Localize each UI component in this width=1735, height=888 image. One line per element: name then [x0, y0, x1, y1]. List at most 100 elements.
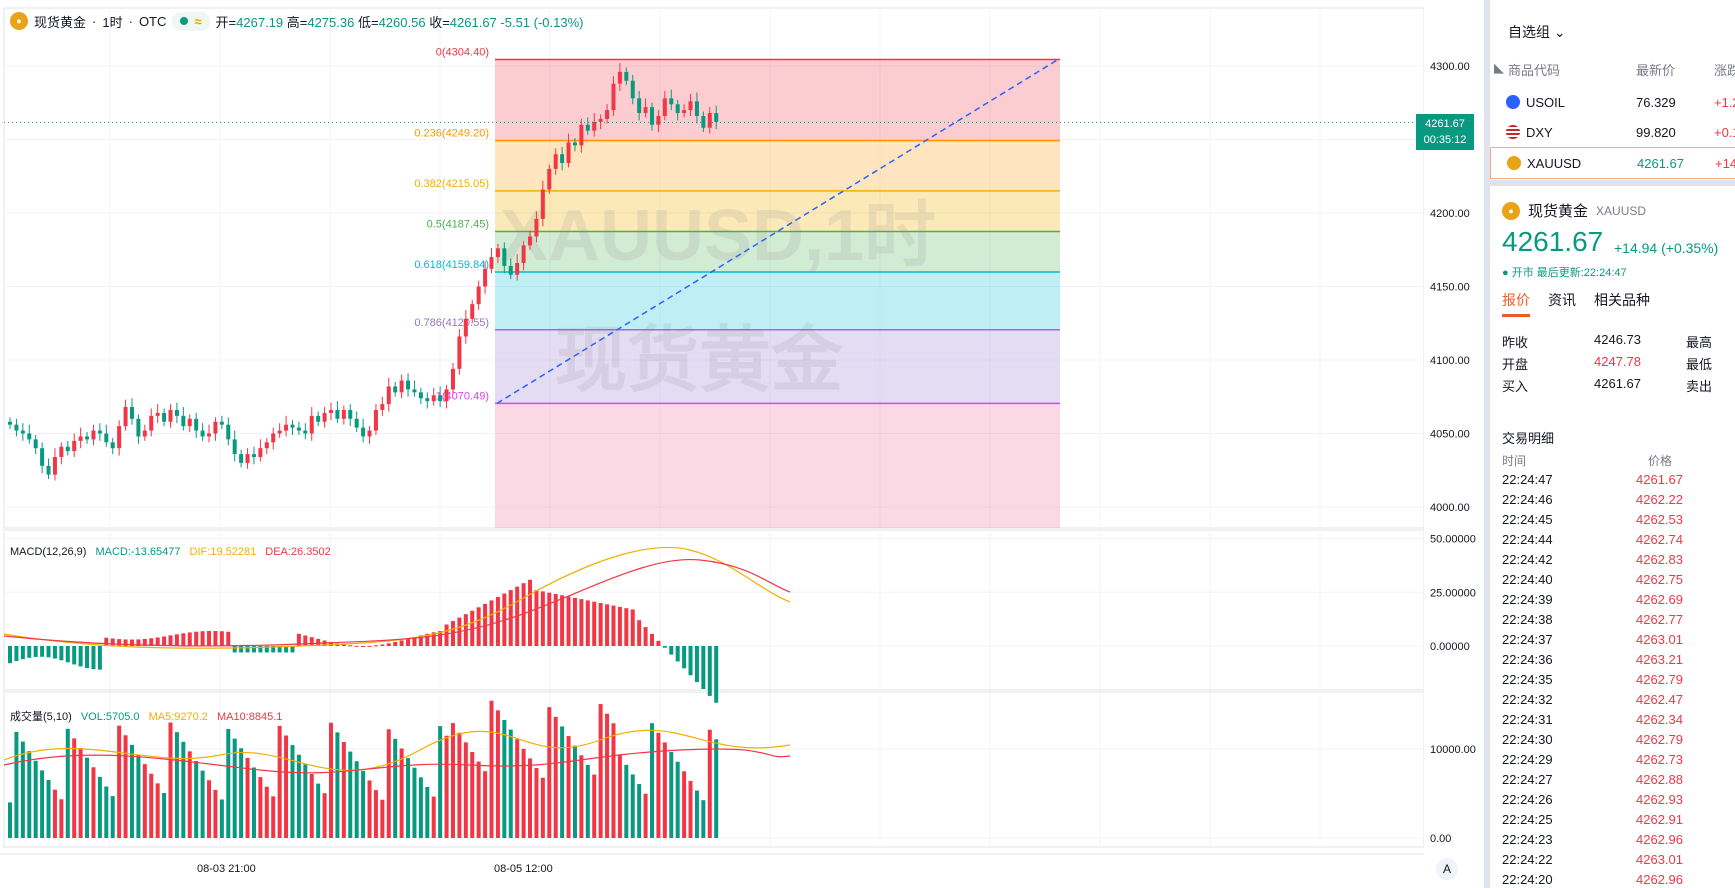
volume-bar	[104, 786, 109, 838]
candle-body	[560, 154, 565, 164]
candle-body	[168, 409, 173, 422]
candle-body	[361, 427, 366, 437]
candle-body	[46, 465, 51, 475]
candle-body	[40, 448, 45, 466]
volume-bar	[85, 757, 90, 838]
volume-bar	[617, 755, 622, 838]
macd-histogram-bar	[14, 646, 19, 662]
tab-quote[interactable]: 报价	[1502, 290, 1530, 317]
volume-bar	[528, 758, 533, 838]
candle-body	[277, 430, 282, 434]
volume-bar	[181, 741, 186, 838]
fib-zone	[495, 140, 1060, 191]
high-value: 4275.36	[307, 14, 355, 30]
macd-histogram-bar	[213, 630, 218, 646]
sort-icon[interactable]: ◣	[1494, 60, 1504, 75]
trade-row: 22:24:20 4262.96	[1502, 872, 1683, 887]
volume-bar	[630, 774, 635, 838]
interval-label[interactable]: 1时	[102, 14, 123, 30]
volume-bar	[303, 764, 308, 838]
macd-histogram-bar	[78, 646, 83, 667]
macd-histogram-bar	[271, 646, 276, 653]
quote-row: 开盘 4247.78 最低	[1502, 354, 1713, 372]
candle-body	[65, 446, 70, 452]
volume-bar	[149, 773, 154, 838]
candle-body	[335, 409, 340, 419]
macd-histogram-bar	[149, 638, 154, 646]
candle-body	[457, 336, 462, 369]
volume-bar	[566, 736, 571, 838]
tab-related[interactable]: 相关品种	[1594, 292, 1650, 308]
candle-body	[502, 248, 507, 266]
watermark-symbol: XAUUSD,1时	[500, 196, 936, 276]
trade-row: 22:24:26 4262.93	[1502, 792, 1683, 807]
watchlist-row-dxy[interactable]: DXY 99.820 +0.12	[1490, 117, 1735, 147]
trade-row: 22:24:35 4262.79	[1502, 672, 1683, 687]
macd-histogram-bar	[136, 639, 141, 646]
candle-body	[329, 409, 333, 413]
candle-body	[476, 286, 481, 305]
watchlist-row-usoil[interactable]: USOIL 76.329 +1.25	[1490, 87, 1735, 117]
macd-histogram-bar	[354, 645, 359, 647]
macd-histogram-bar	[373, 645, 378, 647]
watchlist-group-selector[interactable]: 自选组 ⌄	[1508, 24, 1566, 40]
fib-level-label: 1(4070.49)	[436, 390, 489, 402]
volume-bar	[380, 799, 385, 838]
candle-body	[495, 248, 500, 258]
candle-body	[207, 433, 212, 437]
volume-legend: 成交量(5,10) VOL:5705.0 MA5:9270.2 MA10:884…	[10, 708, 282, 724]
macd-histogram-bar	[85, 646, 90, 669]
volume-bar	[264, 786, 269, 838]
macd-histogram-bar	[495, 596, 500, 646]
symbol-name[interactable]: 现货黄金	[34, 14, 87, 30]
auto-scale-button[interactable]: A	[1436, 858, 1458, 880]
macd-histogram-bar	[91, 646, 96, 670]
chart-canvas[interactable]: 4300.004250.004200.004150.004100.004050.…	[0, 0, 1482, 888]
volume-bar	[52, 789, 57, 838]
candle-body	[264, 442, 269, 449]
candle-body	[117, 426, 122, 449]
macd-histogram-bar	[142, 638, 147, 646]
candle-body	[251, 454, 256, 458]
macd-histogram-bar	[521, 583, 526, 646]
macd-histogram-bar	[309, 637, 314, 646]
candle-body	[489, 257, 494, 269]
volume-bar	[168, 722, 173, 838]
low-value: 4260.56	[378, 14, 426, 30]
macd-histogram-bar	[329, 642, 333, 646]
wave-icon: ≈	[194, 13, 202, 29]
volume-bar	[329, 722, 333, 838]
macd-histogram-bar	[701, 646, 706, 689]
volume-bar	[213, 789, 218, 838]
candle-body	[8, 421, 12, 425]
volume-bar	[637, 784, 642, 838]
volume-bar	[585, 764, 590, 838]
volume-tick: 0.00	[1430, 833, 1451, 845]
macd-pane	[3, 529, 1425, 691]
volume-bar	[444, 735, 449, 838]
candle-body	[85, 436, 90, 440]
fib-zone	[495, 272, 1060, 330]
macd-histogram-bar	[207, 630, 212, 646]
volume-bar	[271, 796, 276, 838]
volume-bar	[187, 751, 192, 838]
volume-bar	[354, 761, 359, 838]
time-tick: 08-03 21:00	[197, 863, 256, 875]
fib-level-label: 0.236(4249.20)	[414, 128, 489, 140]
quote-row: 昨收 4246.73 最高	[1502, 332, 1713, 350]
watchlist-row-xauusd[interactable]: XAUUSD 4261.67 +14.9	[1490, 147, 1735, 179]
market-status-pill[interactable]: ≈	[172, 11, 210, 31]
macd-histogram-bar	[174, 634, 179, 646]
tab-news[interactable]: 资讯	[1548, 292, 1576, 308]
volume-bar	[142, 764, 147, 838]
macd-histogram-bar	[303, 635, 308, 646]
trade-row: 22:24:47 4261.67	[1502, 472, 1683, 487]
chart-area[interactable]: 4300.004250.004200.004150.004100.004050.…	[0, 0, 1482, 888]
macd-histogram-bar	[476, 607, 481, 646]
candle-body	[637, 98, 642, 114]
candle-body	[534, 218, 539, 237]
candle-body	[91, 430, 96, 440]
macd-histogram-bar	[560, 595, 565, 646]
candle-body	[431, 395, 436, 402]
gold-icon	[1507, 156, 1521, 170]
